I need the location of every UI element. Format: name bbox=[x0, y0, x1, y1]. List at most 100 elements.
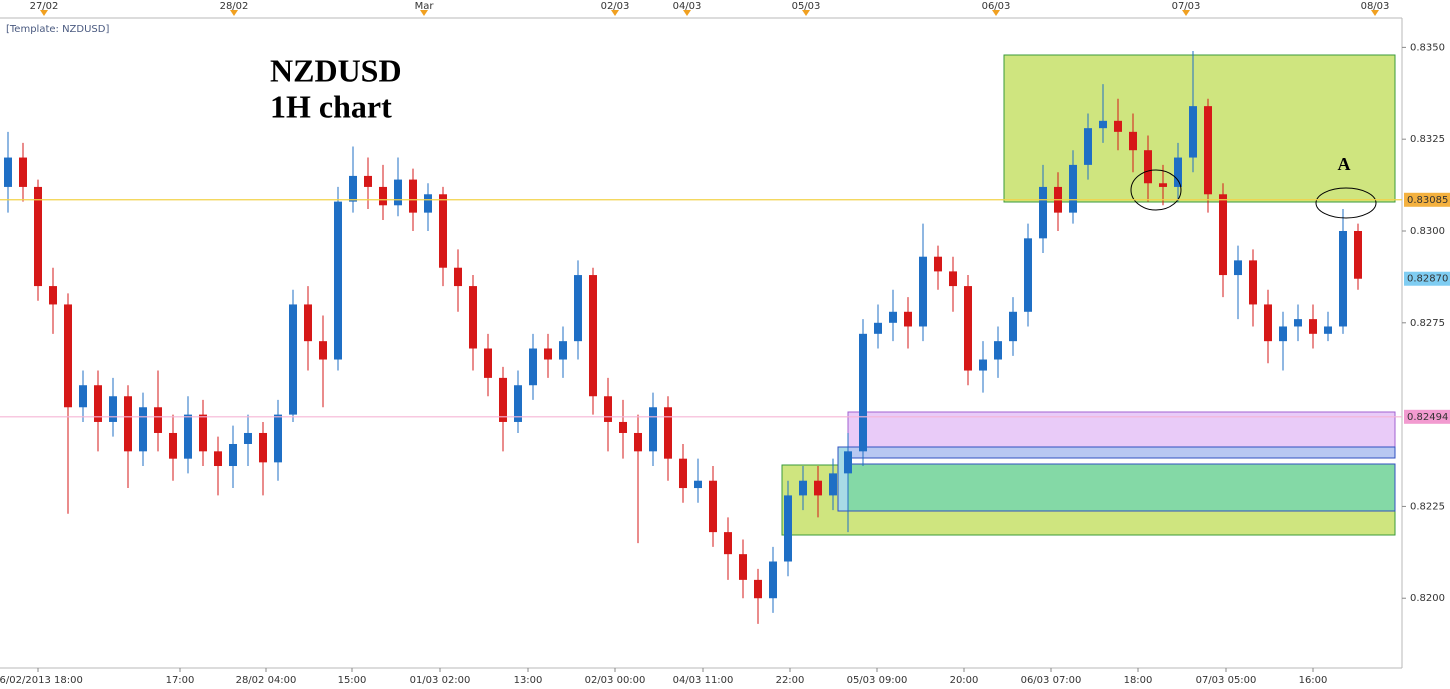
candle-body bbox=[649, 407, 657, 452]
price-marker-label: 0.83085 bbox=[1407, 195, 1448, 206]
price-marker-bg bbox=[1404, 192, 1450, 207]
candle-body bbox=[319, 341, 327, 360]
candle-body bbox=[499, 377, 507, 422]
y-tick-label: 0.8325 bbox=[1410, 134, 1445, 145]
candle-body bbox=[49, 286, 57, 305]
price-marker-label: 0.82870 bbox=[1407, 274, 1448, 285]
candle-body bbox=[1354, 230, 1362, 279]
candle-body bbox=[154, 407, 162, 433]
candle-body bbox=[109, 396, 117, 422]
highlight-ellipse bbox=[1315, 187, 1377, 219]
candle-body bbox=[349, 175, 357, 202]
x-tick-label: 01/03 02:00 bbox=[410, 675, 471, 686]
candle-body bbox=[589, 275, 597, 397]
candle-body bbox=[1024, 238, 1032, 312]
candle-body bbox=[1309, 319, 1317, 334]
resistance-strip bbox=[837, 446, 1396, 459]
candle-body bbox=[424, 194, 432, 213]
x-tick-label: 20:00 bbox=[950, 675, 979, 686]
x-tick-label: 02/03 00:00 bbox=[585, 675, 646, 686]
candle-body bbox=[694, 480, 702, 489]
price-marker-label: 0.82494 bbox=[1407, 412, 1448, 423]
top-date-label: 04/03 bbox=[673, 1, 702, 12]
template-label: [Template: NZDUSD] bbox=[6, 24, 109, 35]
supply-zone bbox=[1003, 54, 1396, 203]
candle-body bbox=[139, 407, 147, 452]
candles bbox=[4, 51, 1362, 624]
candle-body bbox=[1144, 150, 1152, 184]
x-tick-label: 13:00 bbox=[514, 675, 543, 686]
date-marker bbox=[40, 10, 48, 16]
candle-body bbox=[1039, 186, 1047, 239]
y-tick-label: 0.8225 bbox=[1410, 501, 1445, 512]
top-date-label: Mar bbox=[415, 1, 435, 12]
candle-body bbox=[1264, 304, 1272, 342]
date-marker bbox=[802, 10, 810, 16]
date-marker bbox=[683, 10, 691, 16]
candle-body bbox=[1324, 326, 1332, 334]
candle-body bbox=[964, 286, 972, 371]
candle-body bbox=[394, 179, 402, 206]
candle-body bbox=[634, 432, 642, 452]
candle-body bbox=[664, 407, 672, 459]
candle-body bbox=[844, 451, 852, 474]
candle-body bbox=[1129, 131, 1137, 151]
candle-body bbox=[4, 157, 12, 187]
candle-body bbox=[874, 322, 882, 334]
candle-body bbox=[1099, 120, 1107, 129]
date-marker bbox=[420, 10, 428, 16]
candle-body bbox=[739, 554, 747, 580]
x-tick-label: 22:00 bbox=[776, 675, 805, 686]
top-date-label: 07/03 bbox=[1172, 1, 1201, 12]
candle-body bbox=[274, 414, 282, 463]
top-date-label: 28/02 bbox=[220, 1, 249, 12]
demand-zone-inner bbox=[847, 463, 1396, 512]
x-tick-label: 04/03 11:00 bbox=[673, 675, 734, 686]
x-tick-label: 18:00 bbox=[1124, 675, 1153, 686]
candle-body bbox=[979, 359, 987, 371]
candle-body bbox=[229, 443, 237, 467]
x-tick-label: 26/02/2013 18:00 bbox=[0, 675, 83, 686]
candle-body bbox=[334, 201, 342, 360]
candle-body bbox=[679, 458, 687, 489]
top-date-label: 05/03 bbox=[792, 1, 821, 12]
candle-body bbox=[1114, 120, 1122, 132]
candle-body bbox=[199, 414, 207, 452]
candle-body bbox=[889, 311, 897, 323]
candle-body bbox=[1219, 194, 1227, 276]
candle-body bbox=[409, 179, 417, 213]
candle-body bbox=[514, 385, 522, 422]
candle-body bbox=[214, 451, 222, 467]
candle-body bbox=[439, 194, 447, 268]
x-tick-label: 06/03 07:00 bbox=[1021, 675, 1082, 686]
candle-body bbox=[1159, 183, 1167, 187]
candle-body bbox=[994, 341, 1002, 360]
candle-body bbox=[94, 385, 102, 422]
candle-body bbox=[259, 432, 267, 463]
top-date-label: 08/03 bbox=[1361, 1, 1390, 12]
candle-body bbox=[949, 271, 957, 287]
candle-body bbox=[304, 304, 312, 342]
x-tick-label: 28/02 04:00 bbox=[236, 675, 297, 686]
date-marker bbox=[230, 10, 238, 16]
candle-body bbox=[904, 311, 912, 327]
date-marker bbox=[611, 10, 619, 16]
zones bbox=[781, 54, 1396, 536]
candle-body bbox=[1084, 128, 1092, 165]
candle-body bbox=[184, 414, 192, 459]
candle-body bbox=[814, 480, 822, 496]
candle-body bbox=[484, 348, 492, 378]
candle-body bbox=[1189, 106, 1197, 158]
candle-body bbox=[1204, 106, 1212, 195]
date-marker bbox=[992, 10, 1000, 16]
x-tick-label: 17:00 bbox=[166, 675, 195, 686]
candle-body bbox=[1009, 311, 1017, 342]
candle-body bbox=[124, 396, 132, 452]
candle-body bbox=[529, 348, 537, 386]
price-marker-bg bbox=[1404, 271, 1450, 286]
x-tick-label: 07/03 05:00 bbox=[1196, 675, 1257, 686]
candle-body bbox=[934, 256, 942, 272]
candle-body bbox=[709, 480, 717, 533]
candle-body bbox=[454, 267, 462, 287]
